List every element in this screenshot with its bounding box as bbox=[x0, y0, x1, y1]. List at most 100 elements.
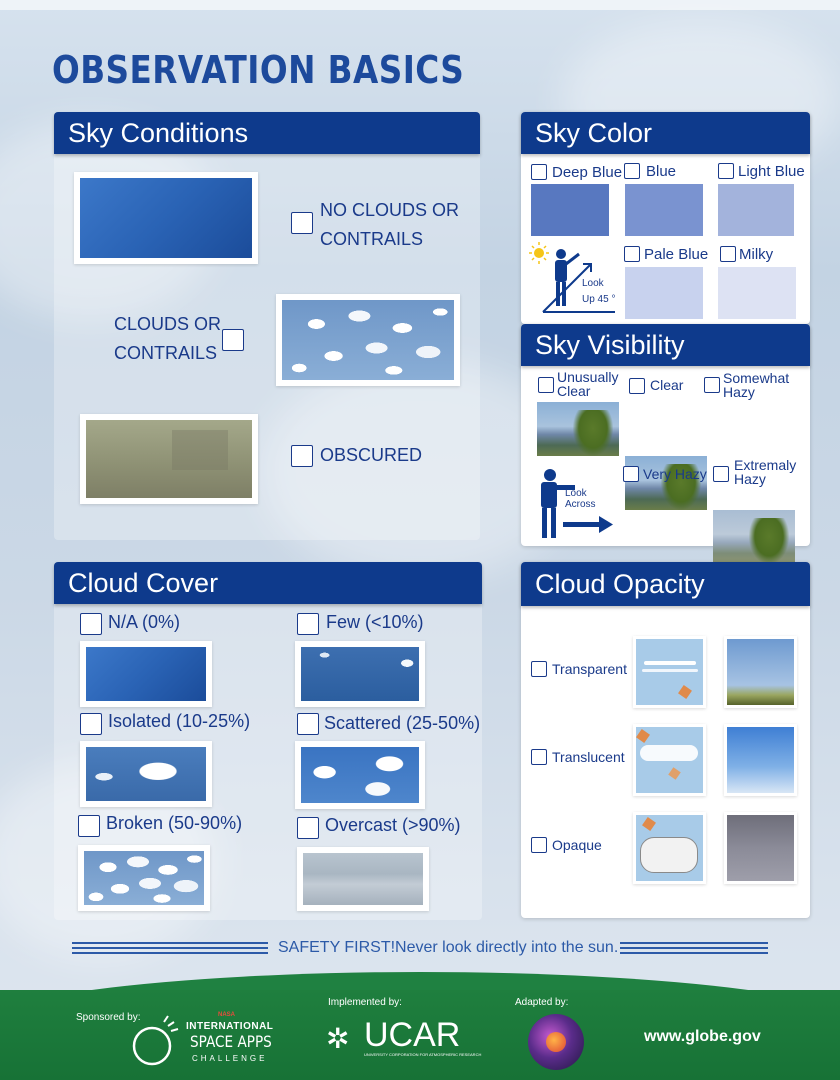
no-clouds-label: NO CLOUDS OR CONTRAILS bbox=[320, 200, 460, 249]
sponsor-mark: NASA bbox=[218, 1012, 236, 1018]
look-up-diagram bbox=[529, 240, 619, 320]
sun-icon bbox=[529, 242, 549, 264]
adapter-logo-icon bbox=[528, 1014, 584, 1070]
transparent-photo bbox=[724, 636, 797, 708]
deep-blue-swatch bbox=[531, 184, 609, 236]
safety-divider-right bbox=[620, 942, 768, 944]
cloud-shape bbox=[640, 745, 698, 761]
clear-label: Clear bbox=[650, 377, 684, 393]
overcast-label: Overcast (>90%) bbox=[325, 815, 461, 835]
obscured-building bbox=[172, 430, 228, 470]
website-link[interactable]: www.globe.gov bbox=[644, 1028, 761, 1045]
sky-visibility-header: Sky Visibility bbox=[521, 324, 810, 366]
translucent-photo bbox=[724, 724, 797, 796]
safety-text: SAFETY FIRST!Never look directly into th… bbox=[278, 939, 619, 956]
sun-ray-icon bbox=[668, 767, 681, 780]
broken-label: Broken (50-90%) bbox=[106, 813, 243, 833]
somewhat-hazy-checkbox[interactable] bbox=[704, 377, 720, 393]
sky-color-header: Sky Color bbox=[521, 112, 810, 154]
clear-photo bbox=[625, 456, 707, 510]
sponsor-line-1: INTERNATIONAL bbox=[186, 1021, 274, 1032]
deep-blue-label: Deep Blue bbox=[552, 164, 623, 181]
milky-swatch bbox=[718, 267, 796, 319]
scattered-checkbox[interactable] bbox=[297, 713, 319, 735]
transparent-checkbox[interactable] bbox=[531, 661, 547, 677]
overcast-checkbox[interactable] bbox=[297, 817, 319, 839]
na-checkbox[interactable] bbox=[80, 613, 102, 635]
opaque-label: Opaque bbox=[552, 837, 602, 853]
no-clouds-checkbox[interactable] bbox=[291, 212, 313, 234]
clouds-checkbox[interactable] bbox=[222, 329, 244, 351]
sponsor-line-3: CHALLENGE bbox=[192, 1054, 268, 1063]
few-photo bbox=[295, 641, 425, 707]
sky-conditions-header: Sky Conditions bbox=[54, 112, 480, 154]
safety-divider-left bbox=[72, 952, 268, 954]
opaque-photo bbox=[724, 812, 797, 884]
deep-blue-checkbox[interactable] bbox=[531, 164, 547, 180]
sponsored-by-label: Sponsored by: bbox=[76, 1012, 141, 1023]
contrail-line bbox=[642, 669, 698, 672]
top-strip bbox=[0, 0, 840, 10]
extremaly-hazy-label: Extremaly Hazy bbox=[734, 457, 797, 487]
look-up-label: Look Up 45 ° bbox=[582, 278, 616, 305]
very-hazy-checkbox[interactable] bbox=[623, 466, 639, 482]
overcast-photo bbox=[297, 847, 429, 911]
broken-photo bbox=[78, 845, 210, 911]
na-photo bbox=[80, 641, 212, 707]
blue-swatch bbox=[625, 184, 703, 236]
sun-ray-icon bbox=[678, 685, 692, 699]
opaque-checkbox[interactable] bbox=[531, 837, 547, 853]
safety-divider-right bbox=[620, 952, 768, 954]
transparent-diagram bbox=[633, 636, 706, 708]
very-hazy-label: Very Hazy bbox=[643, 466, 707, 482]
light-blue-label: Light Blue bbox=[738, 163, 805, 180]
angle-arrow-icon bbox=[542, 263, 615, 313]
clear-checkbox[interactable] bbox=[629, 378, 645, 394]
blue-label: Blue bbox=[646, 163, 677, 180]
obscured-photo bbox=[80, 414, 258, 504]
unusually-clear-label: Unusually Clear bbox=[557, 369, 619, 399]
page-title: OBSERVATION BASICS bbox=[52, 48, 465, 92]
scattered-label: Scattered (25-50%) bbox=[324, 713, 481, 733]
translucent-diagram bbox=[633, 724, 706, 796]
cloud-cover-header: Cloud Cover bbox=[54, 562, 482, 604]
planet-icon bbox=[546, 1032, 566, 1052]
few-checkbox[interactable] bbox=[297, 613, 319, 635]
contrail-line bbox=[644, 661, 696, 665]
broken-checkbox[interactable] bbox=[78, 815, 100, 837]
few-label: Few (<10%) bbox=[326, 612, 424, 632]
light-blue-swatch bbox=[718, 184, 794, 236]
milky-checkbox[interactable] bbox=[720, 246, 736, 262]
isolated-checkbox[interactable] bbox=[80, 713, 102, 735]
pale-blue-checkbox[interactable] bbox=[624, 246, 640, 262]
isolated-photo bbox=[80, 741, 212, 807]
clouds-photo bbox=[276, 294, 460, 386]
opaque-diagram bbox=[633, 812, 706, 884]
person-icon bbox=[541, 469, 575, 538]
space-apps-logo-icon bbox=[132, 1012, 182, 1068]
implemented-by-label: Implemented by: bbox=[328, 997, 402, 1008]
ucar-wordmark: UCAR bbox=[364, 1016, 461, 1054]
safety-divider-left bbox=[72, 947, 268, 949]
scattered-photo bbox=[295, 741, 425, 809]
transparent-label: Transparent bbox=[552, 661, 627, 677]
pale-blue-label: Pale Blue bbox=[644, 246, 709, 263]
milky-label: Milky bbox=[739, 246, 774, 263]
no-clouds-photo bbox=[74, 172, 258, 264]
translucent-label: Translucent bbox=[552, 749, 625, 765]
isolated-label: Isolated (10-25%) bbox=[108, 711, 251, 731]
adapted-by-label: Adapted by: bbox=[515, 997, 569, 1008]
obscured-checkbox[interactable] bbox=[291, 445, 313, 467]
ucar-subtitle: UNIVERSITY CORPORATION FOR ATMOSPHERIC R… bbox=[364, 1052, 482, 1057]
unusually-clear-checkbox[interactable] bbox=[538, 377, 554, 393]
extremaly-hazy-checkbox[interactable] bbox=[713, 466, 729, 482]
light-blue-checkbox[interactable] bbox=[718, 163, 734, 179]
cloud-shape bbox=[640, 837, 698, 873]
na-label: N/A (0%) bbox=[108, 612, 181, 632]
obscured-label: OBSCURED bbox=[320, 445, 423, 465]
blue-checkbox[interactable] bbox=[624, 163, 640, 179]
translucent-checkbox[interactable] bbox=[531, 749, 547, 765]
sun-ray-icon bbox=[642, 817, 656, 831]
arrow-right-icon bbox=[563, 516, 613, 533]
look-across-diagram bbox=[533, 468, 615, 542]
